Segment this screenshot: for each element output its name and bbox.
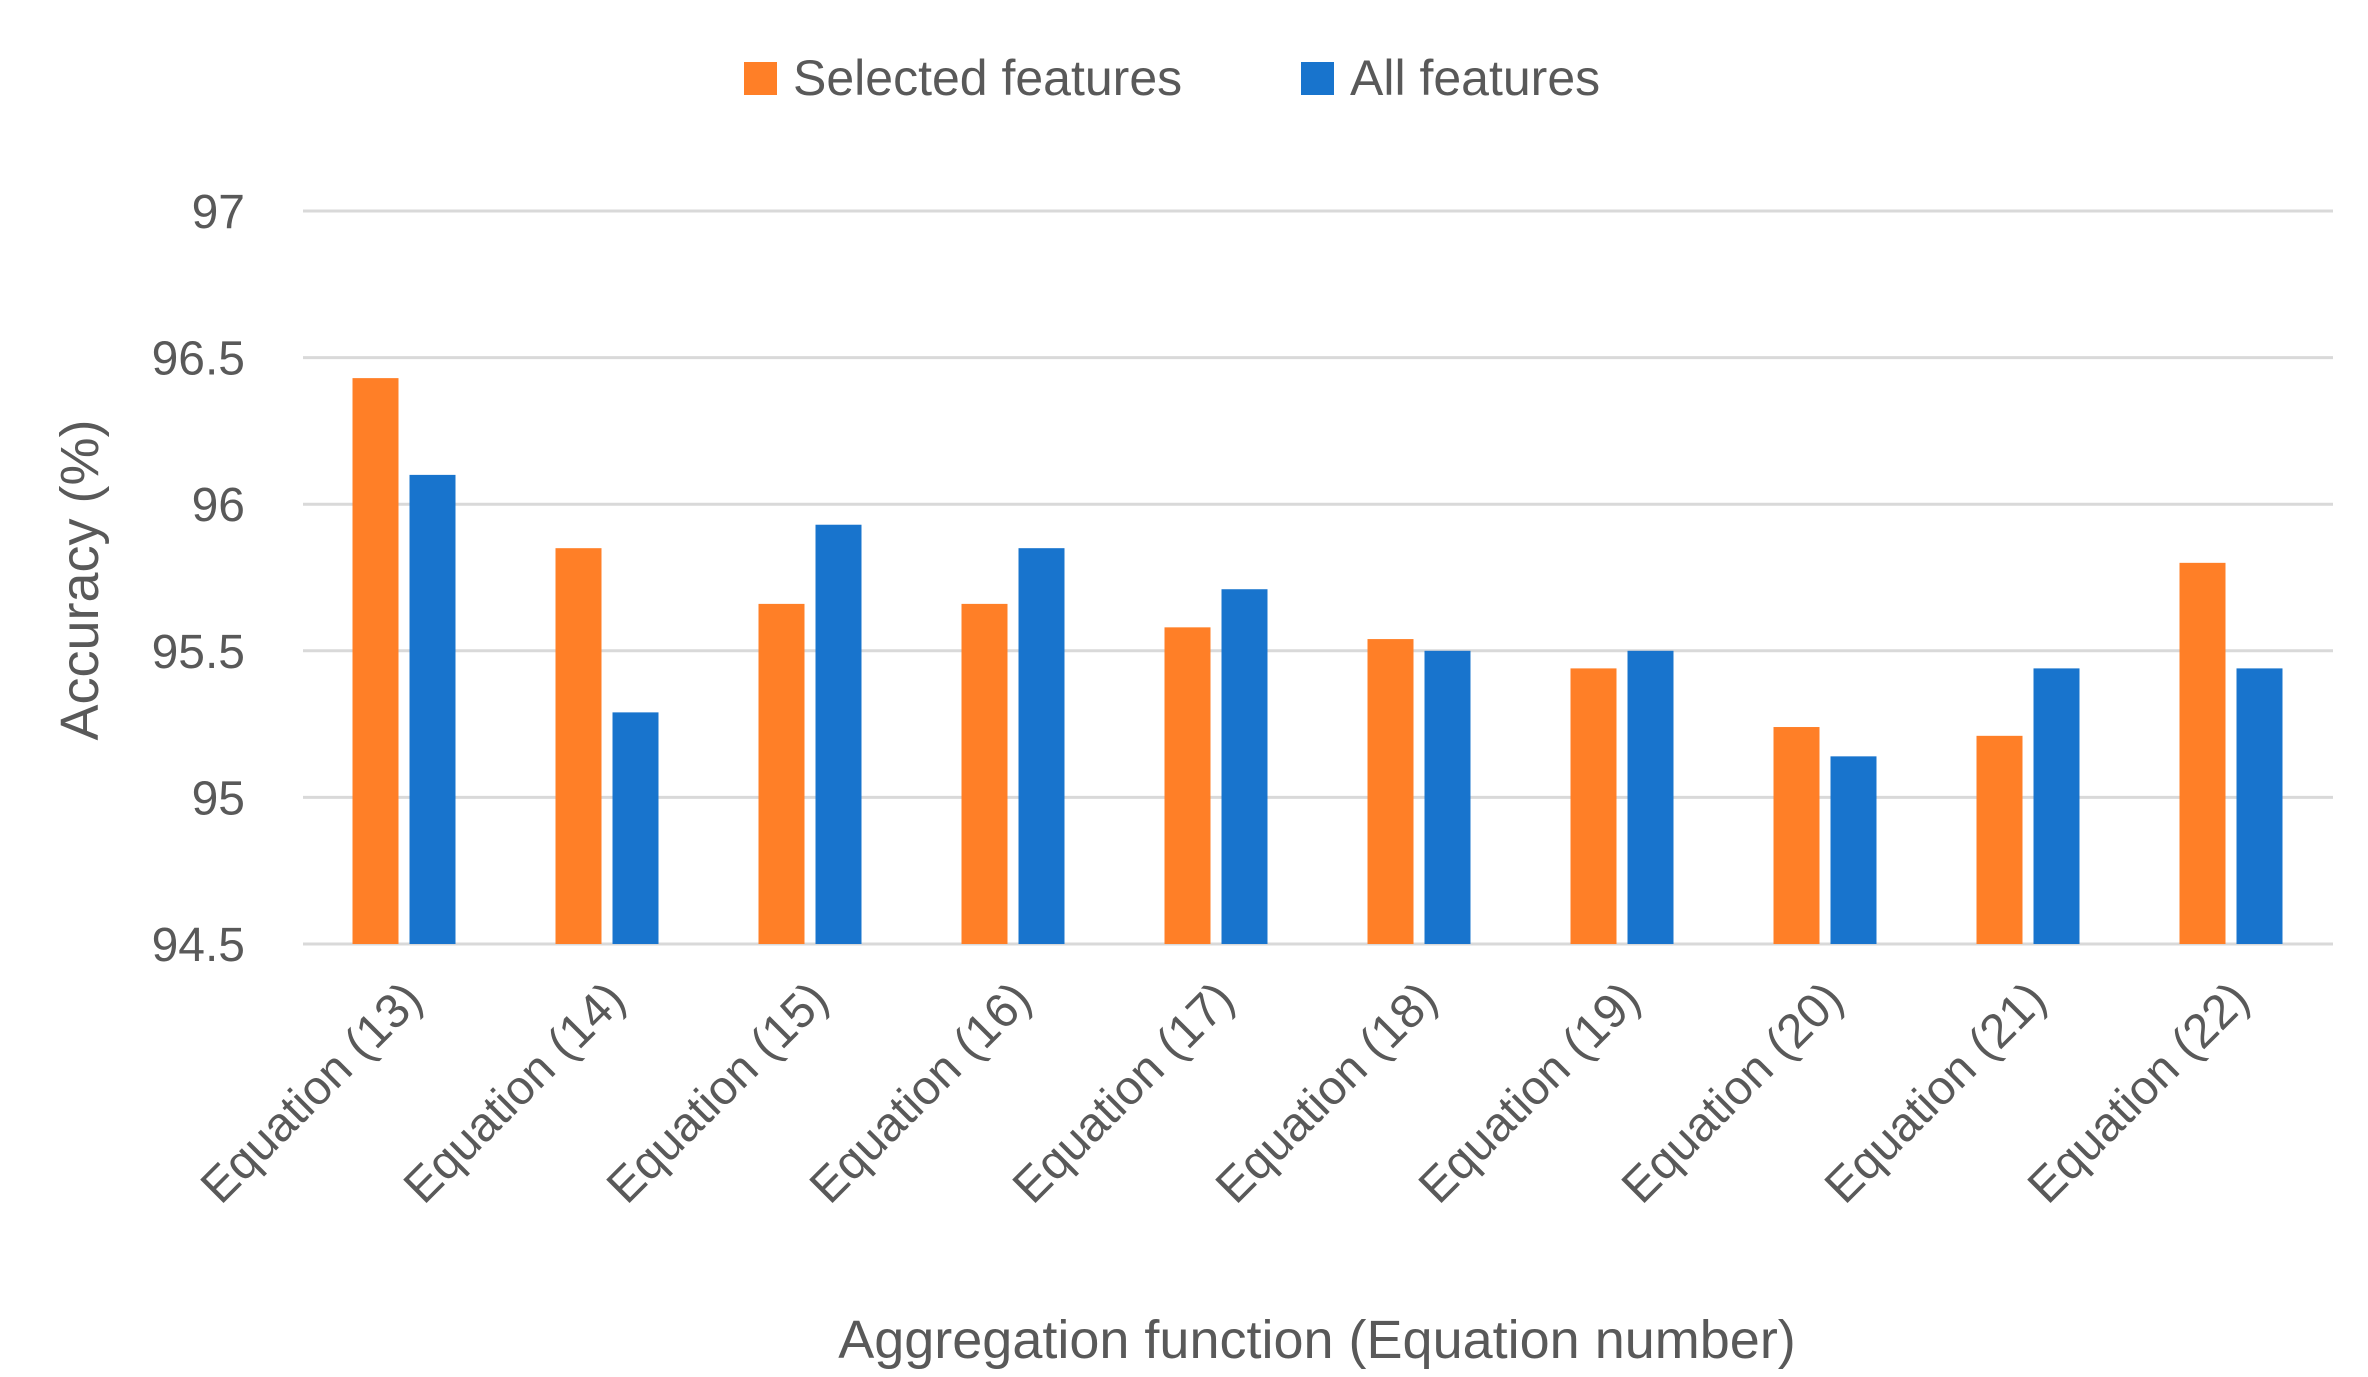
y-axis-title: Accuracy (%) — [50, 419, 110, 740]
bar-selected-1 — [555, 548, 602, 944]
bar-selected-4 — [1164, 627, 1211, 944]
y-tick-label: 96.5 — [152, 333, 245, 386]
y-tick-label: 97 — [192, 186, 245, 239]
bar-selected-0 — [352, 378, 399, 944]
bar-selected-7 — [1773, 727, 1820, 944]
y-tick-label: 95.5 — [152, 626, 245, 679]
bar-all-1 — [612, 712, 659, 944]
legend-label-1: All features — [1350, 50, 1600, 106]
bar-all-8 — [2033, 668, 2080, 944]
gridlines — [303, 209, 2333, 946]
bar-all-5 — [1424, 650, 1471, 944]
bar-selected-3 — [961, 603, 1008, 944]
bar-all-6 — [1627, 650, 1674, 944]
bar-selected-8 — [1976, 735, 2023, 944]
legend: Selected features All features — [744, 50, 1600, 106]
bars — [352, 378, 2283, 944]
bar-all-7 — [1830, 756, 1877, 944]
bar-all-3 — [1018, 548, 1065, 944]
legend-label-0: Selected features — [793, 50, 1182, 106]
y-tick-label: 96 — [192, 479, 245, 532]
x-axis-title: Aggregation function (Equation number) — [838, 1310, 1796, 1370]
bar-selected-9 — [2179, 562, 2226, 944]
bar-all-0 — [409, 474, 456, 944]
bar-all-9 — [2236, 668, 2283, 944]
legend-swatch-0 — [744, 62, 777, 95]
bar-selected-5 — [1367, 639, 1414, 944]
x-tick-labels: Equation (13)Equation (14)Equation (15)E… — [191, 972, 2259, 1213]
legend-swatch-1 — [1301, 62, 1334, 95]
y-tick-labels: 94.5 95 95.5 96 96.5 97 — [152, 186, 245, 972]
y-tick-label: 95 — [192, 772, 245, 825]
bar-all-2 — [815, 524, 862, 944]
bar-all-4 — [1221, 589, 1268, 944]
bar-selected-2 — [758, 603, 805, 944]
bar-selected-6 — [1570, 668, 1617, 944]
y-tick-label: 94.5 — [152, 919, 245, 972]
